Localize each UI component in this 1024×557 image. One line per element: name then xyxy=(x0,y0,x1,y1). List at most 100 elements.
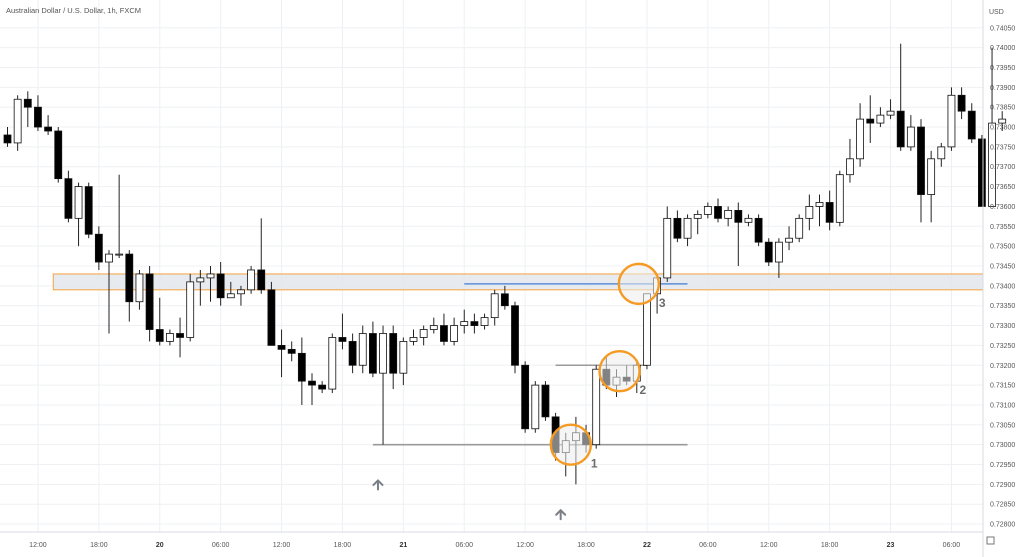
bearish-candle xyxy=(287,348,296,354)
bullish-candle xyxy=(165,333,174,342)
bullish-candle xyxy=(846,158,854,176)
time-tick-label: 06:00 xyxy=(699,542,717,549)
candle-layer xyxy=(3,43,1007,485)
bullish-candle xyxy=(419,329,428,338)
time-tick-label: 12:00 xyxy=(760,542,778,549)
bearish-candle xyxy=(825,202,834,223)
time-tick-label: 12:00 xyxy=(29,542,47,549)
price-tick-label: 0.73100 xyxy=(990,402,1015,409)
price-tick-label: 0.73050 xyxy=(990,422,1015,429)
bullish-candle xyxy=(876,114,885,124)
price-tick-label: 0.73900 xyxy=(990,85,1015,92)
bullish-candle xyxy=(906,126,915,148)
bearish-candle xyxy=(470,321,479,326)
bullish-candle xyxy=(988,122,996,207)
bullish-candle xyxy=(409,337,418,342)
bullish-candle xyxy=(379,333,387,374)
chart-title: Australian Dollar / U.S. Dollar, 1h, FXC… xyxy=(6,6,141,15)
bullish-candle xyxy=(74,186,83,219)
bullish-candle xyxy=(744,217,753,223)
bullish-candle xyxy=(724,210,733,219)
bearish-candle xyxy=(3,134,12,144)
time-tick-label: 12:00 xyxy=(516,542,534,549)
bearish-candle xyxy=(440,325,448,342)
bullish-candle xyxy=(186,281,195,338)
time-tick-label: 18:00 xyxy=(90,542,108,549)
price-tick-label: 0.72800 xyxy=(990,522,1015,529)
price-tick-label: 0.73550 xyxy=(990,224,1015,231)
price-tick-label: 0.73750 xyxy=(990,144,1015,151)
price-tick-label: 0.73400 xyxy=(990,283,1015,290)
price-tick-label: 0.74000 xyxy=(990,45,1015,52)
bullish-candle xyxy=(429,325,438,330)
bullish-candle xyxy=(460,321,469,326)
price-tick-label: 0.73850 xyxy=(990,105,1015,112)
time-tick-label: 18:00 xyxy=(334,542,352,549)
bullish-candle xyxy=(815,202,824,207)
bearish-candle xyxy=(967,110,976,140)
bearish-candle xyxy=(338,337,347,342)
bullish-candle xyxy=(856,118,864,160)
bullish-candle xyxy=(135,273,144,303)
price-tick-label: 0.74050 xyxy=(990,25,1015,32)
bullish-candle xyxy=(785,237,793,243)
bearish-candle xyxy=(754,217,763,243)
bearish-candle xyxy=(541,384,550,418)
up-arrow-head xyxy=(372,479,384,486)
highlight-circle xyxy=(617,262,661,306)
bullish-candle xyxy=(835,174,844,223)
bearish-candle xyxy=(521,364,530,430)
bullish-candle xyxy=(237,289,245,295)
grid-layer xyxy=(0,0,983,532)
price-tick-label: 0.73300 xyxy=(990,323,1015,330)
bullish-candle xyxy=(947,94,956,148)
bearish-candle xyxy=(44,126,52,132)
bullish-candle xyxy=(775,241,783,263)
axis-settings-icon[interactable] xyxy=(986,536,995,545)
bearish-candle xyxy=(957,94,966,112)
time-axis: 12:00 18:00 20 06:00 12:00 18:00 21 06:00 12:00 1… xyxy=(29,542,960,549)
bullish-candle xyxy=(592,368,601,446)
bearish-candle xyxy=(734,210,743,223)
bearish-candle xyxy=(308,380,316,386)
bearish-candle xyxy=(155,329,164,342)
bullish-candle xyxy=(328,337,337,390)
bearish-candle xyxy=(389,333,398,374)
bullish-candle xyxy=(643,293,651,366)
bullish-candle xyxy=(663,217,672,279)
bearish-candle xyxy=(511,305,519,366)
bearish-candle xyxy=(84,186,93,235)
bullish-candle xyxy=(13,98,22,144)
bearish-candle xyxy=(866,118,875,124)
bullish-candle xyxy=(927,158,936,195)
bearish-candle xyxy=(267,289,276,346)
time-tick-label: 20 xyxy=(156,542,164,549)
price-tick-label: 0.73600 xyxy=(990,204,1015,211)
bearish-candle xyxy=(125,253,134,303)
bullish-candle xyxy=(480,317,489,326)
bearish-candle xyxy=(348,341,357,366)
time-tick-label: 06:00 xyxy=(455,542,473,549)
circle-label: 2 xyxy=(640,383,647,397)
bullish-candle xyxy=(226,293,235,299)
bearish-candle xyxy=(978,138,986,207)
bullish-candle xyxy=(937,146,946,160)
bearish-candle xyxy=(176,333,184,338)
bullish-candle xyxy=(683,217,692,239)
price-tick-label: 0.72850 xyxy=(990,502,1015,509)
bearish-candle xyxy=(257,269,266,291)
bearish-candle xyxy=(34,106,42,128)
price-axis: 0.72800 0.72850 0.72900 0.72950 0.73000 0.730… xyxy=(990,25,1015,528)
bearish-candle xyxy=(714,206,722,219)
time-tick-label: 23 xyxy=(887,542,895,549)
bullish-candle xyxy=(115,253,124,256)
time-tick-label: 22 xyxy=(643,542,651,549)
price-tick-label: 0.73700 xyxy=(990,164,1015,171)
bullish-candle xyxy=(531,384,540,430)
bearish-candle xyxy=(368,333,377,374)
bullish-candle xyxy=(358,333,367,366)
bearish-candle xyxy=(216,273,225,299)
time-tick-label: 18:00 xyxy=(577,542,595,549)
time-tick-label: 18:00 xyxy=(821,542,839,549)
